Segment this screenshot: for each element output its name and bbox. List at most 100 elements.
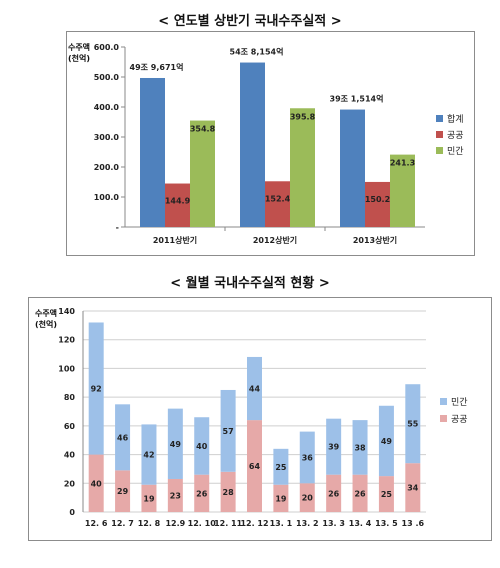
chart2-bar-민간 [299, 431, 315, 484]
chart2-x-tick-label: 13. 4 [349, 519, 372, 528]
chart2-bar-공공 [115, 470, 131, 512]
chart2-bar-민간 [220, 389, 236, 472]
chart1-y-tick-label: 600.0 [94, 43, 120, 52]
chart2-data-label: 26 [328, 489, 340, 498]
chart2-y-tick-label: 0 [69, 508, 75, 517]
chart2-data-label: 19 [275, 494, 287, 503]
chart1-bar-민간 [190, 120, 215, 227]
chart2-y-tick-label: 100 [58, 364, 75, 373]
chart2-bar-민간 [247, 356, 262, 421]
chart2-bar-민간 [115, 404, 131, 471]
chart2-y-tick-label: 120 [58, 336, 75, 345]
chart2-y-tick-label: 80 [64, 393, 76, 402]
chart2-data-label: 26 [354, 489, 366, 498]
chart1-title: < 연도별 상반기 국내수주실적 > [158, 14, 342, 29]
chart2-x-tick-label: 13. 3 [322, 519, 345, 528]
chart2-data-label: 64 [249, 462, 261, 471]
chart2-data-label: 49 [381, 437, 393, 446]
chart2-bar-민간 [405, 384, 421, 464]
chart1-bar-공공 [365, 181, 390, 227]
chart2-x-tick-label: 12. 7 [111, 519, 134, 528]
chart2-data-label: 25 [381, 490, 393, 499]
chart2-bar-민간 [88, 322, 104, 455]
chart1-x-tick-label: 2012상반기 [253, 235, 297, 245]
chart2-bar-공공 [247, 420, 262, 512]
chart2-y-tick-label: 20 [64, 479, 76, 488]
chart1-x-tick-label: 2013상반기 [353, 235, 397, 245]
chart1-data-label: 150.2 [365, 195, 390, 204]
chart2-data-label: 40 [91, 479, 103, 488]
chart2-legend-swatch [440, 398, 447, 405]
chart2-bar-민간 [167, 408, 183, 479]
chart2-data-label: 55 [407, 420, 419, 429]
chart1-total-label: 54조 8,154억 [230, 47, 284, 57]
chart2-bar-공공 [378, 476, 394, 512]
chart1-bar-공공 [165, 183, 190, 227]
chart2-title: < 월별 국내수주실적 현황 > [170, 276, 330, 291]
chart2-data-label: 34 [407, 484, 419, 493]
chart1-total-label: 39조 1,514억 [330, 94, 384, 104]
chart2-legend-swatch [440, 415, 447, 422]
chart1-total-label: 49조 9,671억 [130, 62, 184, 72]
chart2-data-label: 19 [143, 494, 155, 503]
chart2-data-label: 92 [91, 385, 102, 394]
chart2-bar-공공 [88, 454, 104, 512]
chart2-bar-민간 [141, 424, 157, 485]
chart2-x-tick-label: 13. 2 [296, 519, 319, 528]
chart2-data-label: 36 [302, 453, 314, 462]
chart1-legend-swatch [436, 147, 443, 154]
chart2-bar-공공 [141, 484, 157, 512]
chart2-bar-민간 [326, 418, 342, 475]
chart1-bar-합계 [340, 109, 365, 227]
chart2-legend-label: 민간 [451, 397, 468, 408]
chart2-bar-공공 [405, 463, 421, 512]
chart2-data-label: 46 [117, 433, 129, 442]
chart1-y-tick-label: 500.0 [94, 73, 120, 82]
chart2-x-tick-label: 12. 6 [85, 519, 108, 528]
chart1-y-axis-label: (천억) [68, 53, 90, 63]
chart2-bar-공공 [352, 474, 368, 512]
chart2-x-tick-label: 12.9 [165, 519, 185, 528]
chart2-bar-민간 [352, 420, 368, 475]
chart2-x-tick-label: 13. 1 [270, 519, 293, 528]
chart1-legend-swatch [436, 115, 443, 122]
chart2-data-label: 49 [170, 440, 182, 449]
chart1-y-tick-label: - [116, 223, 119, 232]
chart1-bar-민간 [390, 154, 415, 227]
chart2-data-label: 42 [143, 451, 154, 460]
chart2-data-label: 29 [117, 487, 129, 496]
chart1-y-tick-label: 400.0 [94, 103, 120, 112]
chart1-data-label: 144.9 [165, 197, 191, 206]
chart2-x-tick-label: 12. 10 [188, 519, 217, 528]
chart2-y-axis-label: (천억) [35, 319, 57, 329]
chart2-y-axis-label: 수주액 [35, 308, 57, 318]
chart1-y-tick-label: 100.0 [94, 193, 120, 202]
chart2-data-label: 20 [302, 494, 314, 503]
chart2-bar-민간 [194, 417, 210, 475]
chart2-y-tick-label: 60 [64, 422, 76, 431]
chart2-data-label: 44 [249, 385, 261, 394]
chart1-bar-민간 [290, 108, 315, 227]
chart1-legend-label: 공공 [447, 130, 464, 141]
chart1-bar-공공 [265, 181, 290, 227]
chart2-data-label: 39 [328, 443, 340, 452]
chart2-y-tick-label: 40 [64, 451, 76, 460]
chart1-data-label: 395.8 [290, 112, 316, 121]
chart2-x-tick-label: 12. 12 [240, 519, 268, 528]
chart2-data-label: 26 [196, 489, 208, 498]
chart2-data-label: 25 [275, 463, 287, 472]
chart2-bar-민간 [273, 448, 289, 485]
chart2-bar-민간 [378, 405, 394, 477]
chart2-data-label: 57 [223, 427, 234, 436]
chart2-bar-공공 [299, 483, 315, 512]
chart2-bar-공공 [326, 474, 342, 512]
chart1-x-tick-label: 2011상반기 [153, 235, 197, 245]
chart2-data-label: 28 [223, 488, 235, 497]
chart2-y-tick-label: 140 [58, 307, 75, 316]
chart2-data-label: 23 [170, 491, 181, 500]
chart2-x-tick-label: 12. 11 [214, 519, 243, 528]
chart2-data-label: 40 [196, 442, 208, 451]
chart1-y-axis-label: 수주액 [68, 42, 90, 52]
chart2-data-label: 38 [354, 443, 366, 452]
chart2-bar-공공 [273, 484, 289, 512]
